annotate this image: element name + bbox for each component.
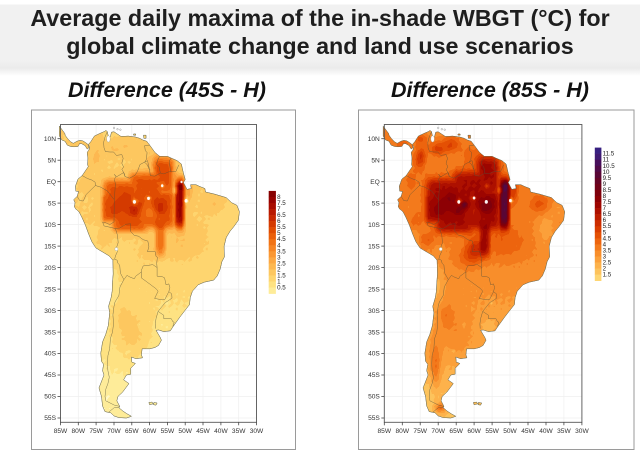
svg-text:EQ: EQ bbox=[370, 179, 380, 186]
svg-text:6.5: 6.5 bbox=[277, 212, 286, 219]
svg-text:3: 3 bbox=[603, 254, 607, 261]
svg-text:9: 9 bbox=[603, 181, 607, 188]
svg-text:5: 5 bbox=[277, 230, 281, 237]
svg-text:4: 4 bbox=[603, 241, 607, 248]
svg-text:35W: 35W bbox=[557, 428, 571, 435]
svg-text:6: 6 bbox=[603, 217, 607, 224]
svg-text:10.5: 10.5 bbox=[603, 163, 616, 170]
svg-text:40W: 40W bbox=[539, 428, 553, 435]
svg-text:7: 7 bbox=[277, 206, 281, 213]
svg-text:8: 8 bbox=[277, 194, 281, 201]
svg-text:55S: 55S bbox=[44, 415, 56, 422]
svg-text:6: 6 bbox=[277, 218, 281, 225]
svg-text:50W: 50W bbox=[178, 428, 192, 435]
svg-text:7: 7 bbox=[603, 205, 607, 212]
svg-text:85W: 85W bbox=[54, 428, 68, 435]
svg-text:10N: 10N bbox=[368, 136, 380, 143]
svg-text:4.5: 4.5 bbox=[603, 235, 612, 242]
svg-text:4: 4 bbox=[277, 242, 281, 249]
svg-text:8: 8 bbox=[603, 193, 607, 200]
svg-text:40S: 40S bbox=[44, 351, 56, 358]
svg-text:6.5: 6.5 bbox=[603, 211, 612, 218]
svg-text:55W: 55W bbox=[161, 428, 175, 435]
svg-text:30S: 30S bbox=[44, 308, 56, 315]
svg-text:2: 2 bbox=[603, 266, 607, 273]
svg-text:10: 10 bbox=[603, 169, 610, 176]
svg-text:2: 2 bbox=[277, 266, 281, 273]
svg-text:5.5: 5.5 bbox=[603, 223, 612, 230]
svg-text:75W: 75W bbox=[89, 428, 103, 435]
svg-text:5: 5 bbox=[603, 229, 607, 236]
svg-text:45S: 45S bbox=[368, 372, 380, 379]
svg-text:40S: 40S bbox=[368, 351, 380, 358]
svg-text:50S: 50S bbox=[44, 394, 56, 401]
svg-text:1.5: 1.5 bbox=[277, 273, 286, 280]
svg-text:15S: 15S bbox=[368, 243, 380, 250]
svg-text:85W: 85W bbox=[378, 428, 392, 435]
svg-text:75W: 75W bbox=[413, 428, 427, 435]
svg-text:5S: 5S bbox=[48, 200, 57, 207]
svg-text:65W: 65W bbox=[449, 428, 463, 435]
svg-text:25S: 25S bbox=[44, 286, 56, 293]
svg-text:35S: 35S bbox=[44, 329, 56, 336]
svg-text:35S: 35S bbox=[368, 329, 380, 336]
svg-text:45W: 45W bbox=[521, 428, 535, 435]
svg-text:20S: 20S bbox=[44, 265, 56, 272]
svg-text:1.5: 1.5 bbox=[603, 272, 612, 279]
svg-text:20S: 20S bbox=[368, 265, 380, 272]
svg-text:9.5: 9.5 bbox=[603, 175, 612, 182]
svg-text:1: 1 bbox=[277, 279, 281, 286]
svg-text:40W: 40W bbox=[214, 428, 228, 435]
svg-text:5N: 5N bbox=[371, 157, 380, 164]
svg-text:45S: 45S bbox=[44, 372, 56, 379]
svg-text:5.5: 5.5 bbox=[277, 224, 286, 231]
svg-text:55S: 55S bbox=[368, 415, 380, 422]
svg-text:60W: 60W bbox=[467, 428, 481, 435]
svg-text:30W: 30W bbox=[575, 428, 589, 435]
svg-text:0.5: 0.5 bbox=[277, 285, 286, 292]
svg-text:EQ: EQ bbox=[46, 179, 56, 186]
svg-text:11: 11 bbox=[603, 157, 610, 164]
svg-text:8.5: 8.5 bbox=[603, 187, 612, 194]
svg-text:70W: 70W bbox=[107, 428, 121, 435]
svg-text:5S: 5S bbox=[372, 200, 381, 207]
svg-text:3: 3 bbox=[277, 254, 281, 261]
svg-text:15S: 15S bbox=[44, 243, 56, 250]
svg-text:3.5: 3.5 bbox=[277, 248, 286, 255]
svg-text:25S: 25S bbox=[368, 286, 380, 293]
svg-text:65W: 65W bbox=[125, 428, 139, 435]
svg-text:70W: 70W bbox=[431, 428, 445, 435]
svg-text:4.5: 4.5 bbox=[277, 236, 286, 243]
svg-text:5N: 5N bbox=[48, 157, 57, 164]
svg-text:11.5: 11.5 bbox=[603, 151, 615, 158]
svg-text:60W: 60W bbox=[143, 428, 157, 435]
svg-text:10N: 10N bbox=[44, 136, 56, 143]
svg-text:10S: 10S bbox=[368, 222, 380, 229]
svg-text:30S: 30S bbox=[368, 308, 380, 315]
svg-text:55W: 55W bbox=[485, 428, 499, 435]
svg-text:2.5: 2.5 bbox=[277, 260, 286, 267]
svg-text:45W: 45W bbox=[196, 428, 210, 435]
svg-text:50S: 50S bbox=[368, 394, 380, 401]
svg-text:10S: 10S bbox=[44, 222, 56, 229]
svg-text:7.5: 7.5 bbox=[603, 199, 612, 206]
svg-text:30W: 30W bbox=[250, 428, 264, 435]
svg-text:2.5: 2.5 bbox=[603, 260, 612, 267]
svg-text:80W: 80W bbox=[396, 428, 410, 435]
svg-text:35W: 35W bbox=[232, 428, 246, 435]
svg-text:50W: 50W bbox=[503, 428, 517, 435]
svg-text:3.5: 3.5 bbox=[603, 247, 612, 254]
svg-text:7.5: 7.5 bbox=[277, 200, 286, 207]
svg-text:80W: 80W bbox=[72, 428, 86, 435]
